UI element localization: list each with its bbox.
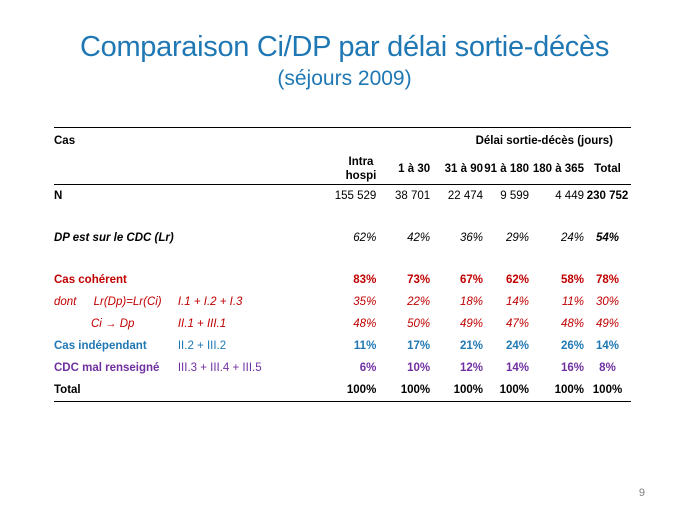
cell: 47% xyxy=(505,318,530,330)
cell: 9 599 xyxy=(500,190,530,202)
cell: 22% xyxy=(407,296,431,308)
page-number: 9 xyxy=(638,487,645,499)
cell: 73% xyxy=(407,274,431,286)
dont-lr-label: Lr(Dp)=Lr(Ci) xyxy=(93,296,162,308)
row-label: N xyxy=(54,190,63,202)
row-code: III.3 + III.4 + III.5 xyxy=(177,362,262,374)
row-label: dont Lr(Dp)=Lr(Ci) xyxy=(54,291,178,313)
dont-prefix: dont xyxy=(54,296,77,308)
cell: 30% xyxy=(595,296,619,308)
table-row: dont Lr(Dp)=Lr(Ci) I.1 + I.2 + I.3 35% 2… xyxy=(54,291,631,313)
header-cas: Cas xyxy=(54,127,377,154)
cell: 54% xyxy=(595,232,619,244)
header-row-2: Intra hospi 1 à 30 31 à 90 91 à 180 180 … xyxy=(54,154,631,185)
cell: 50% xyxy=(407,318,431,330)
table-row: CDC mal renseigné III.3 + III.4 + III.5 … xyxy=(54,357,631,379)
cell: 230 752 xyxy=(586,190,629,202)
cell: 14% xyxy=(505,362,530,374)
cell: 12% xyxy=(460,362,484,374)
cell: 83% xyxy=(353,274,377,286)
cell: 18% xyxy=(460,296,484,308)
cell: 24% xyxy=(560,232,584,244)
cell: 155 529 xyxy=(334,190,377,202)
row-label: DP est sur le CDC (Lr) xyxy=(54,232,174,244)
header-delai-group: Délai sortie-décès (jours) xyxy=(376,127,631,154)
comparison-table: Cas Délai sortie-décès (jours) Intra hos… xyxy=(54,127,631,402)
cell: 11% xyxy=(353,340,377,352)
cell: 21% xyxy=(460,340,484,352)
cell: 8% xyxy=(599,362,616,374)
table-row: Total 100% 100% 100% 100% 100% 100% xyxy=(54,379,631,402)
cell: 48% xyxy=(560,318,584,330)
cell: 24% xyxy=(505,340,530,352)
col-intra-hospi: Intra hospi xyxy=(285,154,376,185)
row-label: Cas cohérent xyxy=(54,274,127,286)
table-row: Cas cohérent 83% 73% 67% 62% 58% 78% xyxy=(54,269,631,291)
col-1-30: 1 à 30 xyxy=(376,154,431,185)
cell: 100% xyxy=(430,379,484,402)
cell: 10% xyxy=(407,362,431,374)
cell: 16% xyxy=(560,362,584,374)
row-label: CDC mal renseigné xyxy=(54,362,160,374)
table-row: Cas indépendant II.2 + III.2 11% 17% 21%… xyxy=(54,335,631,357)
col-180-365: 180 à 365 xyxy=(529,154,584,185)
cell: 35% xyxy=(353,296,377,308)
row-label: Cas indépendant xyxy=(54,340,147,352)
cell: 48% xyxy=(353,318,377,330)
row-code: II.2 + III.2 xyxy=(177,340,227,352)
cell: 62% xyxy=(353,232,377,244)
row-label: Ci → Dp xyxy=(91,318,135,330)
cell: 49% xyxy=(595,318,619,330)
table-row: Ci → Dp II.1 + III.1 48% 50% 49% 47% 48%… xyxy=(54,313,631,335)
cell: 100% xyxy=(483,379,530,402)
cell: 100% xyxy=(583,379,631,402)
cell: 42% xyxy=(407,232,431,244)
col-31-90: 31 à 90 xyxy=(430,154,484,185)
slide-title: Comparaison Ci/DP par délai sortie-décès xyxy=(79,31,610,63)
cell: 49% xyxy=(460,318,484,330)
cell: 58% xyxy=(560,274,584,286)
cell: 100% xyxy=(285,379,377,402)
col-91-180: 91 à 180 xyxy=(483,154,530,185)
cell: 11% xyxy=(561,296,584,308)
table-row: DP est sur le CDC (Lr) 62% 42% 36% 29% 2… xyxy=(54,227,631,249)
row-code: II.1 + III.1 xyxy=(177,318,227,330)
cell: 26% xyxy=(560,340,584,352)
slide-subtitle: (séjours 2009) xyxy=(277,67,412,90)
cell: 6% xyxy=(359,362,377,374)
col-total: Total xyxy=(583,154,631,185)
row-code: I.1 + I.2 + I.3 xyxy=(177,296,243,308)
cell: 38 701 xyxy=(394,190,431,202)
cell: 100% xyxy=(376,379,431,402)
cell: 100% xyxy=(529,379,584,402)
row-label: Total xyxy=(54,379,178,402)
cell: 4 449 xyxy=(555,190,584,202)
cell: 22 474 xyxy=(447,190,484,202)
cell: 62% xyxy=(505,274,530,286)
table-row: N 155 529 38 701 22 474 9 599 4 449 230 … xyxy=(54,185,631,208)
cell: 78% xyxy=(595,274,619,286)
cell: 14% xyxy=(595,340,619,352)
header-row-1: Cas Délai sortie-décès (jours) xyxy=(54,127,631,154)
cell: 29% xyxy=(505,232,530,244)
cell: 36% xyxy=(460,232,484,244)
cell: 14% xyxy=(505,296,530,308)
cell: 67% xyxy=(460,274,484,286)
cell: 17% xyxy=(407,340,431,352)
